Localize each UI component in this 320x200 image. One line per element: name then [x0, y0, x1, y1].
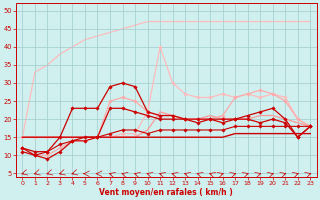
- X-axis label: Vent moyen/en rafales ( km/h ): Vent moyen/en rafales ( km/h ): [100, 188, 233, 197]
